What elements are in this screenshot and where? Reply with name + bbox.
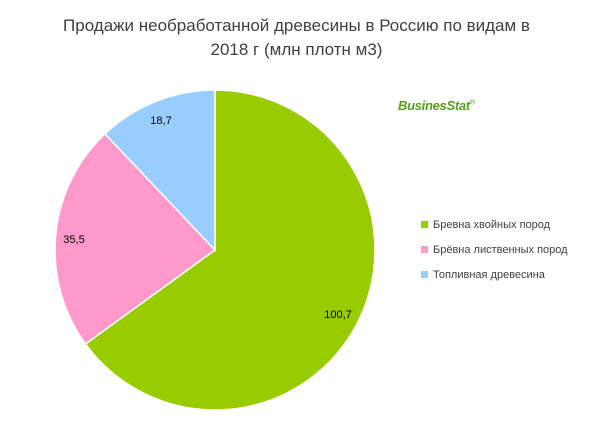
legend-swatch	[421, 271, 428, 278]
pie-data-label-2: 18,7	[150, 115, 171, 127]
businesstat-logo: BusinesStat®	[398, 98, 475, 113]
legend-item-fuelwood: Топливная древесина	[421, 262, 568, 287]
legend-swatch	[421, 246, 428, 253]
chart-legend: Бревна хвойных пород Брёвна лиственных п…	[421, 212, 568, 287]
pie-data-label-1: 35,5	[63, 234, 84, 246]
pie-slice-2	[103, 89, 216, 252]
pie-slice-1	[54, 132, 217, 346]
chart-title-line-2: 2018 г (млн плотн м3)	[210, 40, 383, 59]
chart-title-line-1: Продажи необработанной древесины в Росси…	[63, 16, 530, 35]
legend-item-hardwood: Брёвна лиственных пород	[421, 237, 568, 262]
legend-item-conifer: Бревна хвойных пород	[421, 212, 568, 237]
pie-slice-0	[84, 89, 376, 411]
legend-swatch	[421, 221, 428, 228]
pie-data-label-0: 100,7	[324, 309, 352, 321]
legend-label: Брёвна лиственных пород	[433, 243, 568, 256]
legend-label: Бревна хвойных пород	[433, 218, 551, 231]
chart-title: Продажи необработанной древесины в Росси…	[0, 14, 593, 62]
legend-label: Топливная древесина	[433, 268, 545, 281]
